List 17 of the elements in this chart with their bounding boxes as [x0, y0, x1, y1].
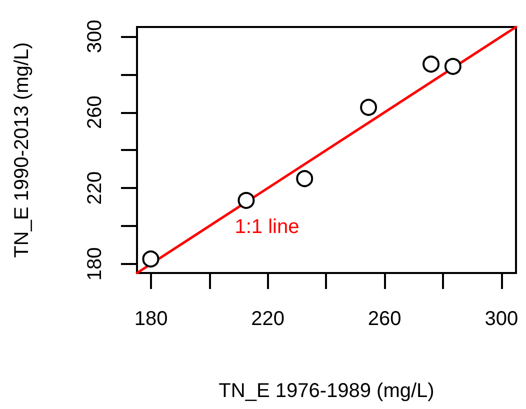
point	[142, 250, 160, 268]
x-tick-label: 260	[368, 308, 402, 330]
annotation: 1:1 line	[234, 216, 300, 238]
point	[444, 58, 462, 75]
x-tick-label: 220	[251, 308, 284, 330]
y-tick-label: 260	[84, 96, 106, 129]
point	[422, 56, 440, 73]
point	[296, 170, 314, 188]
x-axis-title: TN_E 1976-1989 (mg/L)	[218, 380, 434, 402]
x-tick-label: 180	[134, 308, 168, 330]
y-tick-label: 300	[84, 20, 106, 54]
point	[238, 192, 255, 209]
y-tick-label: 220	[84, 171, 106, 205]
y-axis-title: TN_E 1990-2013 (mg/L)	[11, 42, 33, 258]
y-tick-label: 180	[84, 247, 106, 281]
x-tick-label: 300	[484, 308, 518, 330]
point	[360, 98, 378, 116]
